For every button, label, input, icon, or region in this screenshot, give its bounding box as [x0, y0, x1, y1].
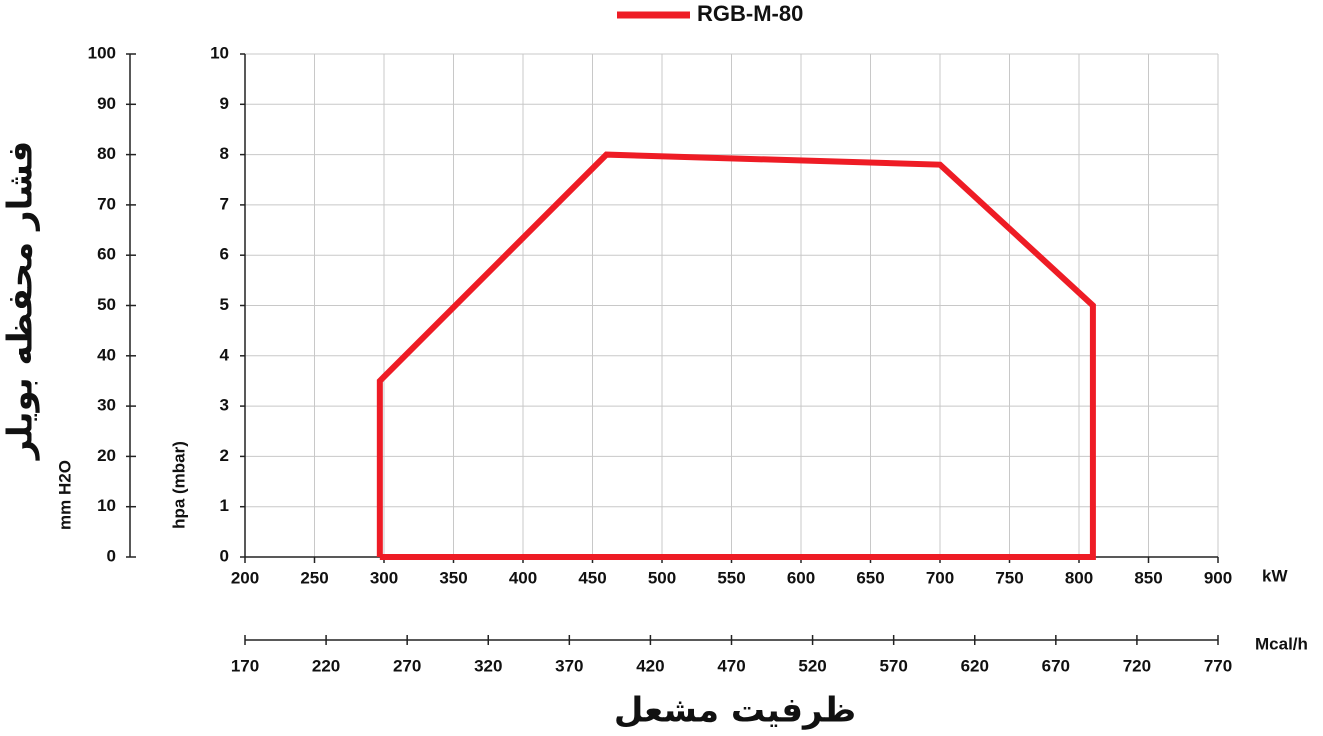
x-tick-label: 750 [995, 568, 1023, 587]
x2-tick-label: 270 [393, 656, 421, 675]
x2-tick-label: 770 [1204, 656, 1232, 675]
y-tick-label: 8 [220, 144, 229, 163]
y2-axis-label: mm H2O [55, 460, 74, 530]
y2-tick-label: 50 [97, 295, 116, 314]
y2-tick-label: 60 [97, 245, 116, 264]
y-tick-label: 3 [220, 396, 229, 415]
x-tick-label: 300 [370, 568, 398, 587]
y2-tick-label: 10 [97, 496, 116, 515]
y-tick-label: 7 [220, 194, 229, 213]
x2-tick-label: 470 [717, 656, 745, 675]
x-tick-label: 200 [231, 568, 259, 587]
x2-tick-label: 570 [879, 656, 907, 675]
x2-tick-label: 670 [1042, 656, 1070, 675]
y-tick-label: 9 [220, 94, 229, 113]
y2-tick-label: 40 [97, 345, 116, 364]
x2-tick-label: 620 [961, 656, 989, 675]
x-unit: kW [1262, 566, 1288, 585]
y-tick-label: 4 [220, 345, 230, 364]
x-tick-label: 600 [787, 568, 815, 587]
x-axis-title: ظرفیت مشعل [614, 691, 856, 731]
y2-tick-label: 90 [97, 94, 116, 113]
x2-tick-label: 320 [474, 656, 502, 675]
x-tick-label: 450 [578, 568, 606, 587]
x-tick-label: 350 [439, 568, 467, 587]
x-tick-label: 550 [717, 568, 745, 587]
x2-unit: Mcal/h [1255, 634, 1308, 653]
x-tick-label: 850 [1134, 568, 1162, 587]
y-axis-title: فشار محفظه بویلر [1, 141, 41, 462]
x2-tick-label: 720 [1123, 656, 1151, 675]
y2-tick-label: 20 [97, 446, 116, 465]
x-tick-label: 800 [1065, 568, 1093, 587]
y2-tick-label: 30 [97, 396, 116, 415]
x-tick-label: 400 [509, 568, 537, 587]
x-tick-label: 650 [856, 568, 884, 587]
y-tick-label: 0 [220, 546, 229, 565]
y-tick-label: 1 [220, 496, 229, 515]
x-tick-label: 700 [926, 568, 954, 587]
y2-tick-label: 80 [97, 144, 116, 163]
x-tick-label: 250 [300, 568, 328, 587]
x2-tick-label: 370 [555, 656, 583, 675]
x-tick-label: 900 [1204, 568, 1232, 587]
data-line [376, 151, 1096, 560]
y-tick-label: 10 [210, 43, 229, 62]
y-axis-label: hpa (mbar) [169, 441, 188, 529]
y-tick-label: 6 [220, 245, 229, 264]
x2-tick-label: 520 [798, 656, 826, 675]
x2-tick-label: 420 [636, 656, 664, 675]
y-tick-label: 5 [220, 295, 229, 314]
y2-tick-label: 70 [97, 194, 116, 213]
x2-tick-label: 170 [231, 656, 259, 675]
y2-tick-label: 100 [88, 43, 116, 62]
y2-tick-label: 0 [107, 546, 116, 565]
legend-label: RGB-M-80 [697, 1, 803, 26]
x-tick-label: 500 [648, 568, 676, 587]
y-tick-label: 2 [220, 446, 229, 465]
x2-tick-label: 220 [312, 656, 340, 675]
